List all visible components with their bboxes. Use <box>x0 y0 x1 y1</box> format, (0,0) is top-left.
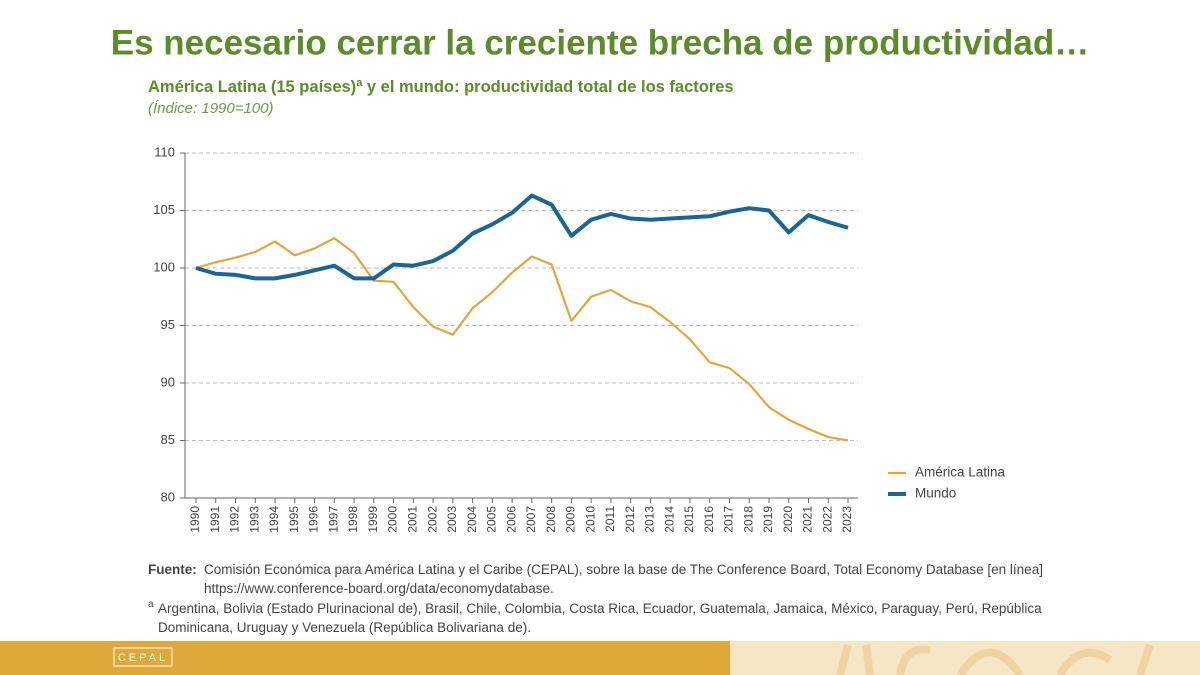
x-tick-label: 2010 <box>583 506 597 533</box>
x-tick-label: 2008 <box>544 506 558 533</box>
x-tick-label: 2000 <box>386 506 400 533</box>
chart-title: América Latina (15 países)a y el mundo: … <box>148 77 734 96</box>
y-tick-label: 80 <box>161 489 175 504</box>
note-text: Argentina, Bolivia (Estado Plurinacional… <box>158 601 1042 635</box>
series-line <box>195 193 849 281</box>
x-tick-label: 1999 <box>366 506 380 533</box>
x-tick-label: 2019 <box>761 506 775 533</box>
x-tick-label: 2016 <box>702 506 716 533</box>
series-line <box>195 237 849 442</box>
x-tick-label: 1994 <box>267 506 281 533</box>
y-tick-label: 90 <box>161 374 175 389</box>
x-tick-label: 1997 <box>326 506 340 533</box>
x-tick-label: 1991 <box>208 506 222 533</box>
y-tick-label: 105 <box>153 202 175 217</box>
x-tick-label: 1998 <box>346 506 360 533</box>
note-mark: a <box>148 599 154 610</box>
x-tick-label: 2001 <box>406 506 420 533</box>
chart-subtitle: (Índice: 1990=100) <box>148 100 274 117</box>
x-tick-label: 2015 <box>682 506 696 533</box>
logo: CEPAL <box>118 652 168 664</box>
x-tick-label: 1995 <box>287 506 301 533</box>
x-tick-label: 2005 <box>485 506 499 533</box>
x-tick-label: 1990 <box>188 506 202 533</box>
x-tick-label: 2006 <box>504 506 518 533</box>
x-tick-label: 2002 <box>425 506 439 533</box>
x-tick-label: 1996 <box>307 506 321 533</box>
x-tick-label: 2014 <box>662 506 676 533</box>
source: Fuente: Comisión Económica para América … <box>148 560 1048 598</box>
y-tick-label: 100 <box>153 259 175 274</box>
x-tick-label: 2004 <box>465 506 479 533</box>
x-tick-label: 2012 <box>623 506 637 533</box>
x-tick-label: 2013 <box>643 506 657 533</box>
x-tick-label: 2003 <box>445 506 459 533</box>
legend-label: América Latina <box>915 465 1006 480</box>
x-tick-label: 2020 <box>781 506 795 533</box>
x-tick-label: 2011 <box>603 506 617 532</box>
chart-title-main: América Latina (15 países) <box>148 78 356 96</box>
chart-title-rest: y el mundo: productividad total de los f… <box>362 78 733 96</box>
y-tick-label: 110 <box>154 144 175 159</box>
x-tick-label: 1992 <box>228 506 242 533</box>
note: a Argentina, Bolivia (Estado Plurinacion… <box>148 599 1048 637</box>
source-text: Comisión Económica para América Latina y… <box>204 562 1043 596</box>
x-tick-label: 2018 <box>741 506 755 533</box>
footer-ornament <box>836 643 1154 675</box>
source-label: Fuente: <box>148 562 197 577</box>
y-tick-label: 95 <box>161 317 175 332</box>
x-tick-label: 2009 <box>564 506 578 533</box>
chart-title-sup: a <box>356 77 363 89</box>
footer-band <box>0 641 730 675</box>
y-tick-label: 85 <box>161 432 175 447</box>
slide-title: Es necesario cerrar la creciente brecha … <box>111 23 1089 62</box>
x-tick-label: 2017 <box>722 506 736 533</box>
x-tick-label: 2021 <box>801 506 815 533</box>
x-tick-label: 2023 <box>840 506 854 533</box>
x-tick-label: 2022 <box>820 506 834 533</box>
x-tick-label: 2007 <box>524 506 538 533</box>
logo-box <box>113 647 173 667</box>
x-tick-label: 1993 <box>247 506 261 533</box>
legend-label: Mundo <box>915 486 956 501</box>
